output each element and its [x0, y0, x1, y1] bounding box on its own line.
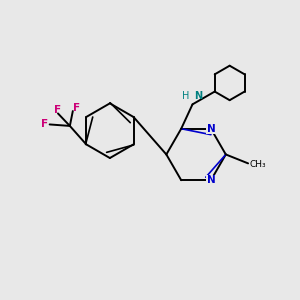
Text: F: F	[73, 103, 80, 113]
Text: N: N	[207, 124, 215, 134]
Text: H: H	[182, 92, 190, 101]
Text: F: F	[41, 119, 48, 129]
Text: F: F	[54, 105, 61, 115]
Text: CH₃: CH₃	[250, 160, 266, 169]
Text: N: N	[194, 92, 202, 101]
Text: N: N	[207, 175, 215, 185]
